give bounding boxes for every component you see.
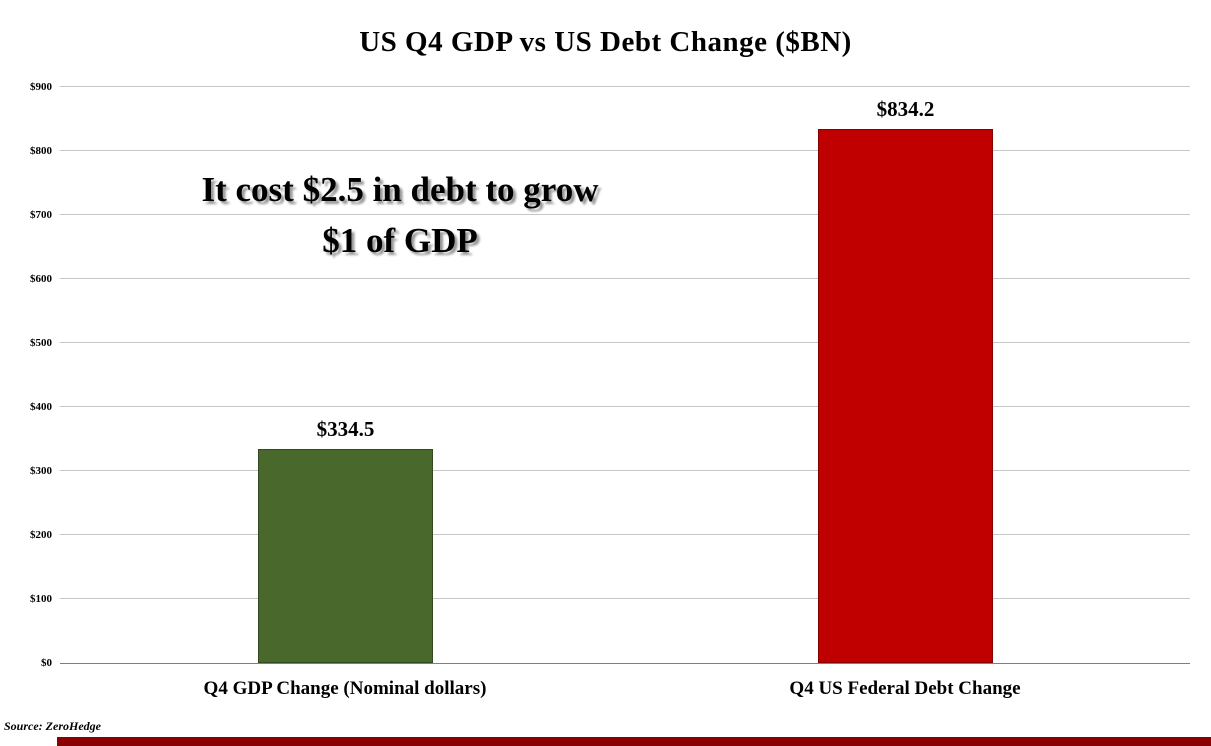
- debt-change-bar: [818, 129, 994, 663]
- gridline: [60, 150, 1190, 151]
- bar-column-gdp: $334.5: [257, 87, 433, 663]
- gridline: [60, 342, 1190, 343]
- gridline: [60, 598, 1190, 599]
- footer-stripe: [57, 737, 1211, 746]
- x-axis-label-debt: Q4 US Federal Debt Change: [789, 678, 1021, 699]
- bar-value-label-debt: $834.2: [876, 97, 935, 122]
- y-tick-label: $500: [30, 337, 52, 349]
- annotation-line-1: It cost $2.5 in debt to grow: [201, 170, 599, 209]
- gdp-change-bar: [257, 448, 433, 663]
- gridline: [60, 470, 1190, 471]
- y-tick-label: $400: [30, 401, 52, 413]
- annotation-line-2: $1 of GDP: [322, 220, 478, 260]
- bar-value-label-gdp: $334.5: [316, 416, 375, 441]
- bar-column-debt: $834.2: [818, 87, 994, 663]
- annotation-text: It cost $2.5 in debt to grow $1 of GDP: [115, 165, 685, 267]
- y-tick-label: $700: [30, 209, 52, 221]
- y-tick-label: $200: [30, 529, 52, 541]
- gridline: [60, 278, 1190, 279]
- gridline: [60, 406, 1190, 407]
- y-tick-label: $800: [30, 145, 52, 157]
- gridline: [60, 214, 1190, 215]
- gridline: [60, 534, 1190, 535]
- y-tick-label: $0: [41, 657, 52, 669]
- source-credit: Source: ZeroHedge: [4, 719, 101, 733]
- chart-title: US Q4 GDP vs US Debt Change ($BN): [359, 26, 852, 58]
- y-tick-label: $100: [30, 593, 52, 605]
- gridline: [60, 86, 1190, 87]
- y-tick-label: $300: [30, 465, 52, 477]
- plot-area: $0 $100 $200 $300 $400 $500 $600 $700 $800 $900 $…: [30, 81, 1190, 669]
- y-tick-label: $900: [30, 81, 52, 93]
- x-axis-label-gdp: Q4 GDP Change (Nominal dollars): [203, 678, 487, 699]
- y-tick-label: $600: [30, 273, 52, 285]
